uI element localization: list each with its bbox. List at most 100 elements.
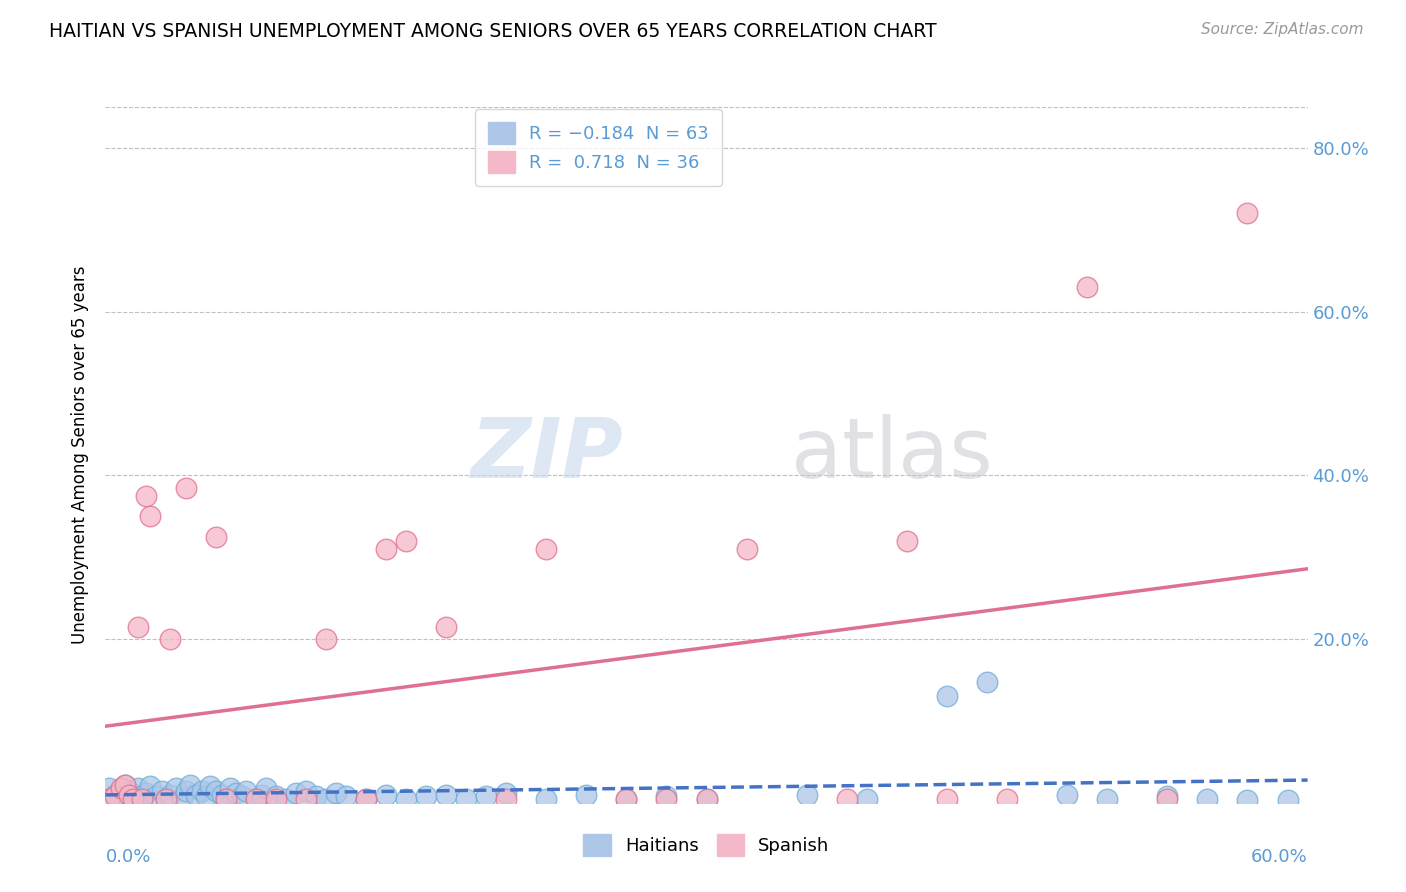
Point — [110, 780, 132, 795]
Point — [374, 542, 398, 557]
Point — [995, 791, 1018, 805]
Point — [170, 791, 193, 805]
Point — [245, 791, 267, 805]
Point — [254, 780, 277, 795]
Point — [135, 489, 157, 503]
Point — [575, 788, 598, 802]
Point — [235, 783, 257, 797]
Point — [264, 789, 287, 804]
Point — [114, 778, 136, 792]
Text: atlas: atlas — [790, 415, 993, 495]
Point — [179, 778, 201, 792]
Point — [495, 791, 517, 805]
Point — [118, 788, 141, 802]
Point — [98, 791, 121, 805]
Point — [1076, 280, 1098, 294]
Point — [454, 791, 477, 805]
Point — [274, 791, 297, 805]
Point — [1056, 788, 1078, 802]
Point — [434, 788, 457, 802]
Point — [218, 780, 240, 795]
Point — [211, 788, 233, 802]
Point — [1156, 791, 1178, 805]
Point — [150, 783, 173, 797]
Point — [295, 791, 318, 805]
Point — [415, 789, 437, 804]
Y-axis label: Unemployment Among Seniors over 65 years: Unemployment Among Seniors over 65 years — [72, 266, 90, 644]
Point — [495, 786, 517, 800]
Point — [114, 778, 136, 792]
Text: ZIP: ZIP — [470, 415, 623, 495]
Point — [264, 791, 287, 805]
Point — [655, 789, 678, 804]
Point — [104, 788, 127, 802]
Point — [735, 542, 758, 557]
Point — [174, 783, 197, 797]
Point — [214, 791, 236, 805]
Point — [122, 789, 145, 804]
Point — [1097, 791, 1119, 805]
Point — [184, 788, 207, 802]
Text: Source: ZipAtlas.com: Source: ZipAtlas.com — [1201, 22, 1364, 37]
Point — [204, 783, 226, 797]
Point — [194, 789, 217, 804]
Point — [127, 620, 149, 634]
Text: 0.0%: 0.0% — [105, 848, 150, 866]
Point — [325, 786, 347, 800]
Point — [1236, 793, 1258, 807]
Point — [1156, 789, 1178, 804]
Point — [354, 791, 377, 805]
Point — [534, 542, 557, 557]
Point — [936, 690, 959, 704]
Point — [305, 789, 328, 804]
Point — [138, 509, 160, 524]
Point — [131, 791, 153, 805]
Point — [896, 533, 918, 548]
Text: 60.0%: 60.0% — [1251, 848, 1308, 866]
Point — [138, 780, 160, 794]
Point — [335, 789, 357, 804]
Point — [855, 791, 877, 805]
Point — [214, 791, 236, 805]
Point — [245, 791, 267, 805]
Point — [145, 789, 167, 804]
Point — [534, 791, 557, 805]
Point — [131, 791, 153, 805]
Point — [159, 632, 181, 646]
Point — [165, 780, 187, 795]
Point — [198, 780, 221, 794]
Point — [190, 783, 212, 797]
Point — [835, 791, 858, 805]
Point — [174, 481, 197, 495]
Point — [159, 788, 181, 802]
Point — [295, 783, 318, 797]
Point — [616, 791, 638, 805]
Point — [155, 791, 177, 805]
Point — [225, 786, 247, 800]
Point — [936, 791, 959, 805]
Point — [395, 791, 418, 805]
Point — [155, 791, 177, 805]
Point — [475, 789, 498, 804]
Point — [250, 788, 273, 802]
Point — [655, 791, 678, 805]
Point — [98, 780, 121, 795]
Point — [696, 791, 718, 805]
Point — [796, 788, 818, 802]
Point — [976, 674, 998, 689]
Point — [108, 791, 131, 805]
Point — [122, 791, 145, 805]
Point — [231, 789, 253, 804]
Text: HAITIAN VS SPANISH UNEMPLOYMENT AMONG SENIORS OVER 65 YEARS CORRELATION CHART: HAITIAN VS SPANISH UNEMPLOYMENT AMONG SE… — [49, 22, 936, 41]
Point — [374, 788, 398, 802]
Point — [434, 620, 457, 634]
Point — [204, 530, 226, 544]
Point — [395, 533, 418, 548]
Point — [616, 791, 638, 805]
Point — [315, 632, 337, 646]
Point — [696, 791, 718, 805]
Point — [118, 783, 141, 797]
Point — [135, 786, 157, 800]
Point — [354, 791, 377, 805]
Point — [315, 791, 337, 805]
